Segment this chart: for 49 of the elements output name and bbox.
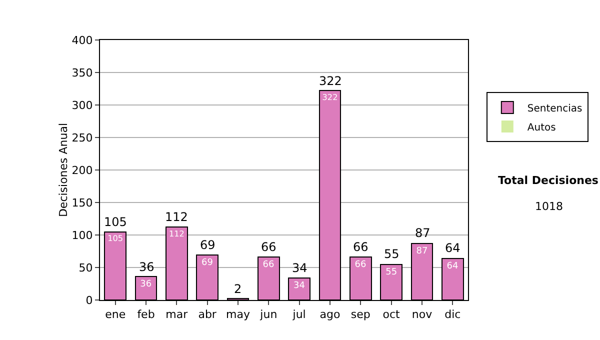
data-label: 69 xyxy=(201,258,214,268)
x-tick-label: ene xyxy=(105,308,126,322)
y-tick-label: 200 xyxy=(72,164,93,177)
legend-label: Autos xyxy=(527,122,556,134)
legend-label: Sentencias xyxy=(527,103,582,114)
total-label: 112 xyxy=(165,210,188,224)
data-label: 55 xyxy=(386,267,398,278)
y-tick-label: 0 xyxy=(86,294,93,307)
data-label: 322 xyxy=(322,92,338,102)
total-label: 34 xyxy=(292,261,308,275)
data-label: 66 xyxy=(262,260,275,270)
data-label: 66 xyxy=(354,260,367,270)
total-label: 36 xyxy=(139,260,154,274)
text: 1018 xyxy=(535,200,563,213)
y-tick-label: 100 xyxy=(72,228,93,242)
x-tick-label: oct xyxy=(382,308,401,322)
x-tick-label: mar xyxy=(166,308,188,322)
x-tick-label: jul xyxy=(292,308,306,322)
data-label: 64 xyxy=(446,261,459,272)
total-label: 322 xyxy=(319,74,342,88)
x-tick-label: feb xyxy=(137,308,155,322)
total-label: 69 xyxy=(200,238,216,252)
total-label: 2 xyxy=(234,282,242,296)
total-label: 87 xyxy=(415,226,430,240)
data-label: 87 xyxy=(416,246,428,256)
x-tick-label: abr xyxy=(198,308,217,322)
x-tick-label: sep xyxy=(350,308,370,322)
data-label: 36 xyxy=(140,280,152,290)
total-label: 66 xyxy=(261,240,276,254)
total-label: 55 xyxy=(384,247,400,261)
x-tick-label: may xyxy=(226,308,250,322)
y-tick-label: 150 xyxy=(72,196,93,210)
y-tick-label: 250 xyxy=(72,131,93,144)
y-tick-label: 300 xyxy=(72,98,93,112)
data-label: 112 xyxy=(168,228,184,238)
x-tick-label: nov xyxy=(412,308,433,322)
y-tick-label: 350 xyxy=(72,66,93,80)
total-label: 64 xyxy=(445,241,460,255)
text: Total Decisiones xyxy=(498,174,599,187)
total-label: 105 xyxy=(104,215,127,229)
x-tick-label: jun xyxy=(259,308,278,322)
data-label: 34 xyxy=(293,280,306,291)
x-tick-label: dic xyxy=(444,308,461,322)
y-tick-label: 400 xyxy=(72,34,93,47)
y-axis-title: Decisiones Anual xyxy=(56,122,70,218)
total-label: 66 xyxy=(353,240,368,254)
y-tick-label: 50 xyxy=(78,261,93,274)
data-label: 105 xyxy=(108,233,124,244)
x-tick-label: ago xyxy=(320,308,340,322)
